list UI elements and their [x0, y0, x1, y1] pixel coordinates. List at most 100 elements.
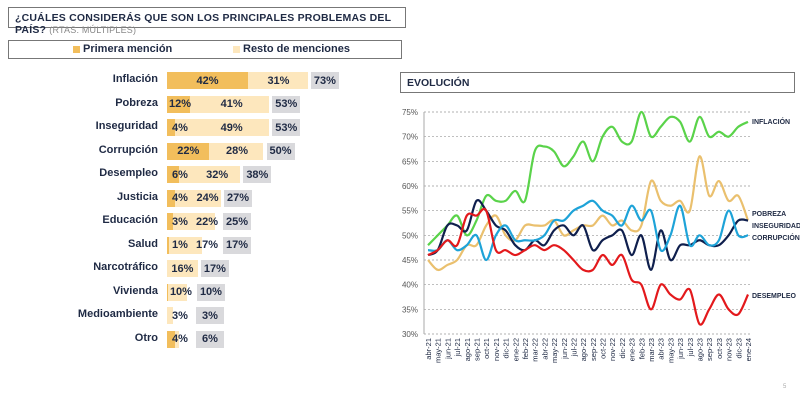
y-tick-label: 70% [402, 133, 418, 142]
category-label: Inseguridad [95, 120, 158, 132]
x-tick-label: jul-23 [686, 338, 695, 357]
category-label: Narcotráfico [93, 261, 158, 273]
x-tick-label: may-21 [434, 338, 443, 363]
x-tick-label: ago-21 [463, 338, 472, 361]
label-primera: 4% [172, 121, 188, 134]
bar-row: Medioambiente 3% 3% [0, 307, 400, 324]
bar-resto [209, 142, 264, 160]
x-tick-label: ene-22 [511, 338, 520, 361]
label-primera: 1% [172, 239, 188, 251]
label-primera: 42% [196, 74, 219, 87]
x-tick-label: sep-22 [589, 338, 598, 361]
label-total: 50% [266, 142, 295, 160]
bar-legend: Primera mención Resto de menciones [8, 40, 402, 59]
label-resto: 10% [169, 286, 192, 298]
legend-label: Primera mención [83, 43, 173, 55]
bar-resto [248, 72, 308, 89]
evolution-title: EVOLUCIÓN [400, 72, 795, 93]
x-tick-label: may-23 [666, 338, 675, 363]
bar-resto [174, 330, 179, 348]
label-resto: 31% [267, 74, 290, 87]
label-primera: 12% [168, 98, 192, 110]
label-total: 53% [272, 95, 301, 113]
y-tick-label: 40% [402, 281, 418, 290]
series-label-corrupcion: CORRUPCIÓN [752, 233, 800, 242]
y-tick-label: 45% [402, 256, 418, 265]
bar-resto [172, 213, 216, 230]
bar-primera [167, 213, 173, 230]
bar-primera [167, 236, 169, 254]
label-resto: 28% [225, 145, 248, 157]
series-label-inseguridad: INSEGURIDAD [752, 223, 800, 230]
bar-row: Educación 3% 22% 25% [0, 213, 400, 230]
x-tick-label: dic-21 [502, 338, 511, 358]
series-label-pobreza: POBREZA [752, 211, 786, 218]
x-tick-label: ene-23 [628, 338, 637, 361]
y-tick-label: 60% [402, 182, 418, 191]
x-tick-label: abr-23 [657, 338, 666, 360]
y-tick-label: 30% [402, 330, 418, 339]
category-label: Pobreza [115, 96, 158, 109]
bar-resto [167, 260, 198, 277]
x-tick-label: ene-24 [744, 338, 753, 361]
x-tick-label: jul-22 [569, 338, 578, 357]
y-tick-label: 35% [402, 305, 418, 314]
category-label: Justicia [117, 190, 158, 203]
title-text: ¿CUÁLES CONSIDERÁS QUE SON LOS PRINCIPAL… [15, 12, 392, 36]
x-tick-label: dic-23 [734, 338, 743, 358]
y-tick-label: 65% [402, 157, 418, 166]
legend-label: Resto de menciones [243, 43, 350, 55]
bar-primera [167, 330, 175, 348]
bar-primera [167, 95, 191, 113]
x-tick-label: abr-21 [424, 338, 433, 360]
x-tick-label: oct-22 [599, 338, 608, 359]
x-tick-label: jun-21 [443, 338, 452, 360]
category-label: Salud [128, 237, 158, 250]
x-tick-label: feb-22 [521, 338, 530, 359]
series-line-corrupcion [427, 199, 749, 262]
label-resto: 3% [172, 309, 188, 322]
category-label: Desempleo [99, 167, 158, 179]
legend-swatch [73, 45, 80, 53]
series-label-inflacion: INFLACIÓN [752, 117, 790, 126]
label-total: 53% [272, 119, 301, 136]
label-resto: 16% [171, 262, 194, 275]
bar-row: Corrupción 22% 28% 50% [0, 142, 400, 160]
label-total: 17% [223, 236, 251, 254]
x-tick-label: nov-23 [725, 338, 734, 361]
bar-resto [167, 307, 173, 324]
bar-primera [167, 72, 249, 89]
label-primera: 6% [172, 168, 188, 181]
legend-swatch [233, 45, 240, 53]
question-title: ¿CUÁLES CONSIDERÁS QUE SON LOS PRINCIPAL… [8, 7, 406, 36]
bar-row: Desempleo 6% 32% 38% [0, 166, 400, 183]
bar-primera [167, 189, 175, 207]
x-tick-label: may-22 [550, 338, 559, 363]
bar-resto [174, 119, 270, 136]
bar-row: Vivienda 10% 10% [0, 283, 400, 301]
bar-row: Justicia 4% 24% 27% [0, 189, 400, 207]
bar-primera [167, 119, 175, 136]
legend-item-primera: Primera mención [73, 43, 172, 55]
bar-resto [178, 166, 241, 183]
label-total: 17% [200, 260, 229, 277]
label-resto: 22% [195, 215, 219, 228]
category-label: Corrupción [98, 143, 158, 156]
bar-row: Narcotráfico 16% 17% [0, 260, 400, 277]
bar-primera [167, 166, 179, 183]
label-resto: 24% [196, 192, 219, 204]
series-label-desempleo: DESEMPLEO [752, 293, 797, 300]
x-tick-label: nov-21 [492, 338, 501, 361]
y-tick-label: 50% [402, 231, 418, 240]
x-tick-label: ago-22 [579, 338, 588, 361]
page-number: 5 [783, 384, 787, 390]
x-tick-label: dic-22 [618, 338, 627, 358]
series-line-pobreza [427, 155, 750, 272]
label-resto: 49% [220, 121, 243, 134]
bar-row: Otro 4% 6% [0, 330, 400, 348]
label-total: 73% [310, 72, 339, 89]
bar-resto [168, 236, 202, 254]
bar-resto [190, 95, 270, 113]
legend-item-resto: Resto de menciones [233, 43, 350, 55]
